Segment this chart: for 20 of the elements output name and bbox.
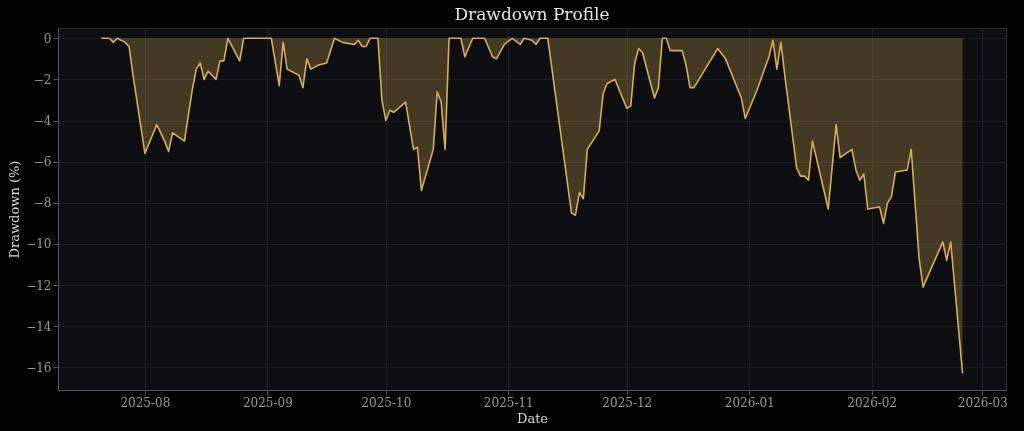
y-tick-label: −14	[26, 319, 52, 334]
x-axis-title: Date	[516, 410, 549, 426]
x-tick-label: 2025-12	[602, 395, 653, 410]
chart-title: Drawdown Profile	[454, 4, 610, 24]
x-tick-label: 2026-03	[957, 395, 1008, 410]
x-tick-label: 2025-09	[242, 395, 293, 410]
y-tick-label: −2	[33, 72, 52, 87]
y-tick-label: −10	[26, 237, 52, 252]
y-tick-label: −8	[33, 196, 52, 211]
y-tick-label: −16	[26, 360, 52, 375]
x-tick-label: 2026-01	[724, 395, 775, 410]
y-tick-label: −6	[33, 155, 52, 170]
x-tick-label: 2026-02	[847, 395, 898, 410]
y-axis-title: Drawdown (%)	[7, 160, 23, 259]
y-tick-label: −12	[26, 278, 52, 293]
x-tick-label: 2025-10	[361, 395, 412, 410]
y-tick-label: −4	[33, 114, 52, 129]
y-tick-label: 0	[43, 31, 52, 46]
x-tick-label: 2025-11	[483, 395, 534, 410]
x-tick-label: 2025-08	[120, 395, 171, 410]
